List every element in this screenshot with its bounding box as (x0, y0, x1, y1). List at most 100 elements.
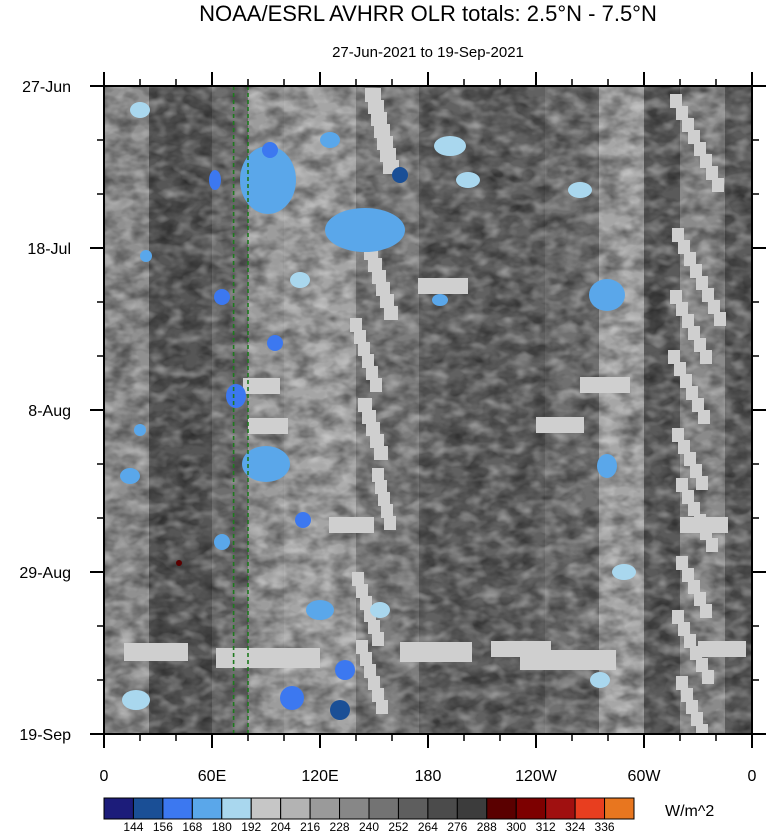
y-tick-label: 27-Jun (22, 79, 71, 96)
missing-data-cell (372, 688, 384, 702)
missing-data-cell (374, 124, 390, 138)
missing-data-cell (676, 556, 688, 570)
missing-data-cell (670, 290, 682, 304)
missing-data-cell (688, 130, 700, 144)
missing-data-bar (329, 517, 374, 533)
missing-data-cell (366, 422, 380, 436)
missing-data-cell (692, 398, 704, 412)
low-olr-feature (295, 512, 311, 528)
chart-title: NOAA/ESRL AVHRR OLR totals: 2.5°N - 7.5°… (199, 1, 657, 26)
colorbar-swatch (280, 797, 311, 820)
missing-data-cell (706, 538, 718, 552)
missing-data-cell (370, 434, 384, 448)
missing-data-cell (681, 688, 693, 702)
x-tick-label: 60E (198, 768, 226, 785)
colorbar-swatch (574, 797, 606, 820)
low-olr-feature (134, 424, 146, 436)
colorbar-swatch (456, 797, 488, 820)
missing-data-bar (216, 648, 320, 668)
missing-data-cell (672, 228, 684, 242)
colorbar-label: 156 (153, 820, 173, 834)
missing-data-cell (352, 572, 364, 586)
low-olr-feature (290, 272, 310, 288)
missing-data-cell (696, 658, 708, 672)
low-olr-feature (456, 172, 480, 188)
colorbar-label: 240 (359, 820, 379, 834)
low-olr-feature (597, 454, 617, 478)
missing-data-cell (684, 634, 696, 648)
colorbar-swatch (368, 797, 399, 820)
colorbar-label: 312 (536, 820, 556, 834)
low-olr-feature (335, 660, 355, 680)
missing-data-bar (248, 418, 288, 434)
missing-data-cell (365, 88, 381, 102)
low-olr-feature (267, 335, 283, 351)
colorbar-swatch (604, 797, 635, 820)
missing-data-cell (368, 100, 384, 114)
missing-data-cell (700, 604, 712, 618)
missing-data-cell (372, 632, 384, 646)
missing-data-cell (702, 670, 714, 684)
missing-data-cell (680, 374, 692, 388)
missing-data-cell (368, 620, 380, 634)
missing-data-cell (688, 326, 700, 340)
missing-data-bar (418, 278, 468, 294)
colorbar-label: 192 (241, 820, 261, 834)
low-olr-feature (140, 250, 152, 262)
missing-data-cell (688, 580, 700, 594)
missing-data-cell (368, 676, 380, 690)
y-tick-label: 18-Jul (27, 241, 71, 258)
missing-data-bar (698, 641, 746, 657)
colorbar-label: 336 (595, 820, 615, 834)
x-axis: 0 60E 120E 180 120W 60W 0 (100, 72, 757, 785)
units-label: W/m^2 (665, 803, 714, 820)
colorbar-swatch (162, 797, 193, 820)
missing-data-cell (672, 428, 684, 442)
colorbar-swatch (250, 797, 282, 820)
missing-data-cell (368, 258, 382, 272)
missing-data-cell (700, 350, 712, 364)
low-olr-feature (325, 208, 405, 252)
low-olr-feature (568, 182, 592, 198)
missing-data-cell (676, 676, 688, 690)
missing-data-cell (700, 154, 712, 168)
low-olr-feature (590, 672, 610, 688)
missing-data-cell (370, 378, 382, 392)
colorbar: 144 156 168 180 192 204 216 228 240 252 264 276 288 3… (103, 797, 635, 834)
low-olr-feature (392, 167, 408, 183)
missing-data-cell (706, 166, 718, 180)
missing-data-cell (380, 294, 394, 308)
missing-data-patches (124, 88, 746, 734)
missing-data-cell (678, 622, 690, 636)
missing-data-cell (372, 468, 384, 482)
missing-data-cell (384, 516, 396, 530)
reference-lines (232, 86, 249, 734)
missing-data-cell (376, 700, 388, 714)
missing-data-cell (676, 478, 688, 492)
colorbar-label: 216 (300, 820, 320, 834)
missing-data-bar (243, 378, 280, 394)
missing-data-cell (384, 306, 398, 320)
missing-data-cell (360, 652, 372, 666)
low-olr-feature (214, 534, 230, 550)
colorbar-label: 264 (418, 820, 438, 834)
missing-data-cell (668, 350, 680, 364)
missing-data-cell (696, 476, 708, 490)
missing-data-cell (371, 112, 387, 126)
missing-data-bar (580, 377, 630, 393)
missing-data-bar (520, 650, 616, 670)
y-tick-label: 29-Aug (19, 565, 71, 582)
low-olr-feature (280, 686, 304, 710)
missing-data-cell (691, 712, 703, 726)
low-olr-feature (434, 136, 466, 156)
missing-data-cell (714, 312, 726, 326)
x-tick-label: 60W (628, 768, 662, 785)
low-olr-feature (320, 132, 340, 148)
colorbar-label: 276 (447, 820, 467, 834)
missing-data-cell (380, 148, 396, 162)
colorbar-swatch (339, 797, 370, 820)
missing-data-cell (378, 492, 390, 506)
missing-data-cell (702, 288, 714, 302)
missing-data-cell (674, 362, 686, 376)
